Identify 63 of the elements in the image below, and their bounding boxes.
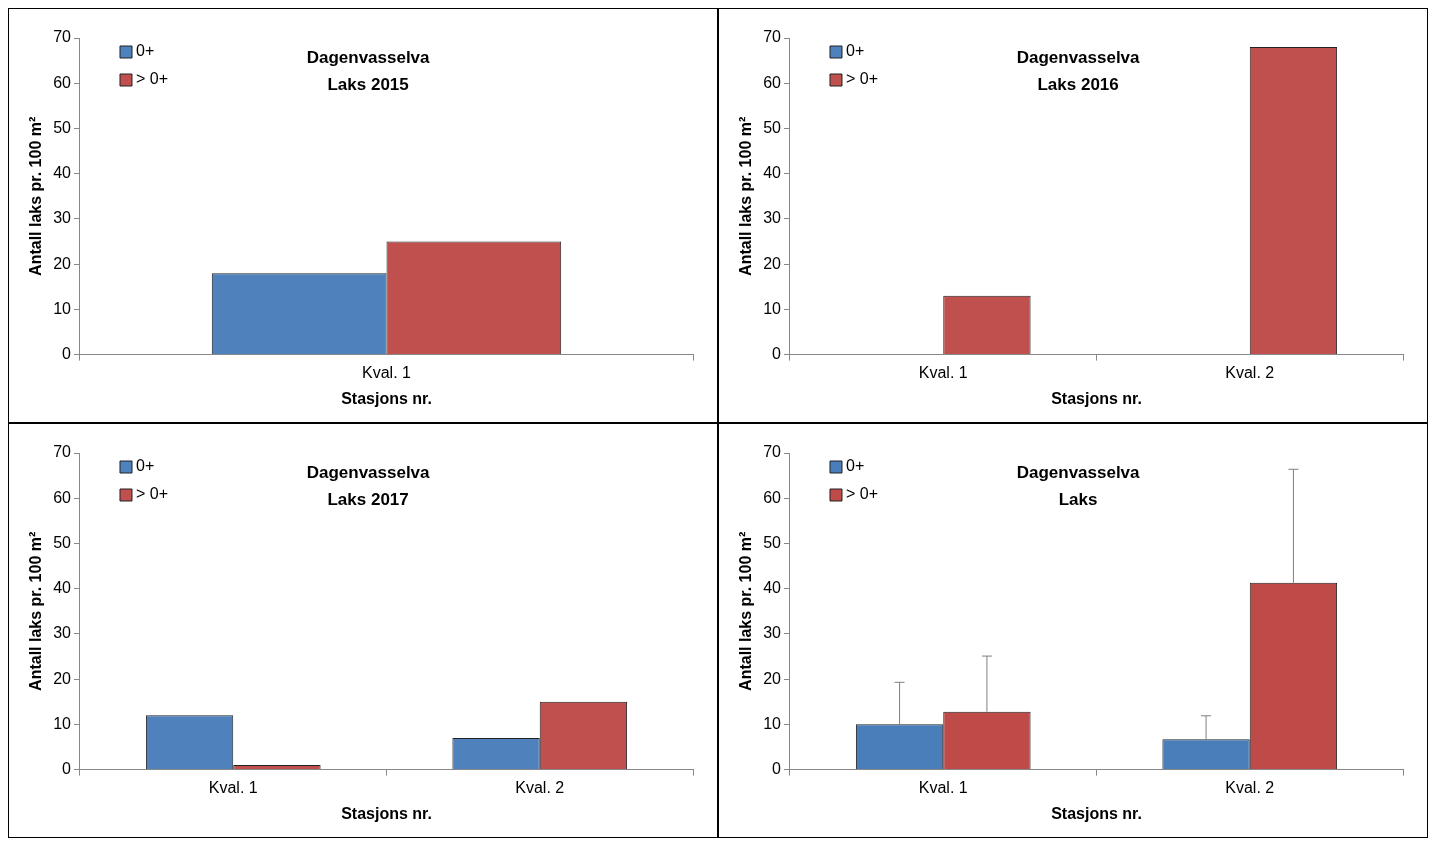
text: Laks 2016 [1037,74,1119,94]
x-tick-label: Kval. 2 [1225,778,1275,796]
y-tick-label: 0 [772,760,782,778]
y-tick-label: 0 [62,760,72,778]
x-tick-label: Kval. 2 [1225,363,1275,381]
y-tick-label: 60 [763,73,782,91]
y-tick-label: 20 [763,669,782,687]
y-tick-label: 30 [763,209,782,227]
y-tick-label: 60 [53,73,72,91]
y-axis-title: Antall laks pr. 100 m² [27,116,45,276]
y-tick-label: 40 [763,579,782,597]
legend-label: 0+ [136,457,155,475]
y-tick-label: 70 [53,28,72,46]
y-tick-label: 10 [763,299,782,317]
x-axis-title: Stasjons nr. [1051,804,1142,822]
y-tick-label: 40 [763,164,782,182]
y-tick-label: 10 [763,714,782,732]
y-tick-label: 30 [763,624,782,642]
y-axis-title: Antall laks pr. 100 m² [737,531,755,691]
y-tick-label: 30 [53,209,72,227]
legend-label: 0+ [846,457,865,475]
text: Laks [1058,489,1098,509]
legend-label: > 0+ [846,485,879,503]
x-tick-label: Kval. 1 [208,778,258,796]
text: Laks 2017 [327,489,409,509]
y-tick-label: 20 [763,254,782,272]
legend-label: > 0+ [846,70,879,88]
text: Dagenvasselva [1016,47,1141,67]
y-tick-label: 20 [53,669,72,687]
y-axis-title: Antall laks pr. 100 m² [27,531,45,691]
text: Laks 2015 [327,74,409,94]
text: Dagenvasselva [306,462,431,482]
x-tick-label: Kval. 2 [515,778,565,796]
text: Dagenvasselva [1016,462,1141,482]
y-axis-title: Antall laks pr. 100 m² [737,116,755,276]
y-tick-label: 40 [53,164,72,182]
y-tick-label: 50 [53,533,72,551]
y-tick-label: 40 [53,579,72,597]
y-tick-label: 20 [53,254,72,272]
x-tick-label: Kval. 1 [918,778,968,796]
y-tick-label: 50 [763,533,782,551]
y-tick-label: 0 [62,345,72,363]
y-tick-label: 60 [763,488,782,506]
legend-label: > 0+ [136,485,169,503]
x-axis-title: Stasjons nr. [341,389,432,407]
y-tick-label: 70 [763,443,782,461]
x-axis-title: Stasjons nr. [341,804,432,822]
y-tick-label: 70 [53,443,72,461]
legend-label: 0+ [136,42,155,60]
y-tick-label: 30 [53,624,72,642]
x-tick-label: Kval. 1 [918,363,968,381]
legend-label: 0+ [846,42,865,60]
y-tick-label: 50 [53,118,72,136]
y-tick-label: 60 [53,488,72,506]
y-tick-label: 70 [763,28,782,46]
y-tick-label: 0 [772,345,782,363]
y-tick-label: 10 [53,299,72,317]
text: Dagenvasselva [306,47,431,67]
y-tick-label: 10 [53,714,72,732]
x-axis-title: Stasjons nr. [1051,389,1142,407]
legend-label: > 0+ [136,70,169,88]
y-tick-label: 50 [763,118,782,136]
x-tick-label: Kval. 1 [362,363,412,381]
